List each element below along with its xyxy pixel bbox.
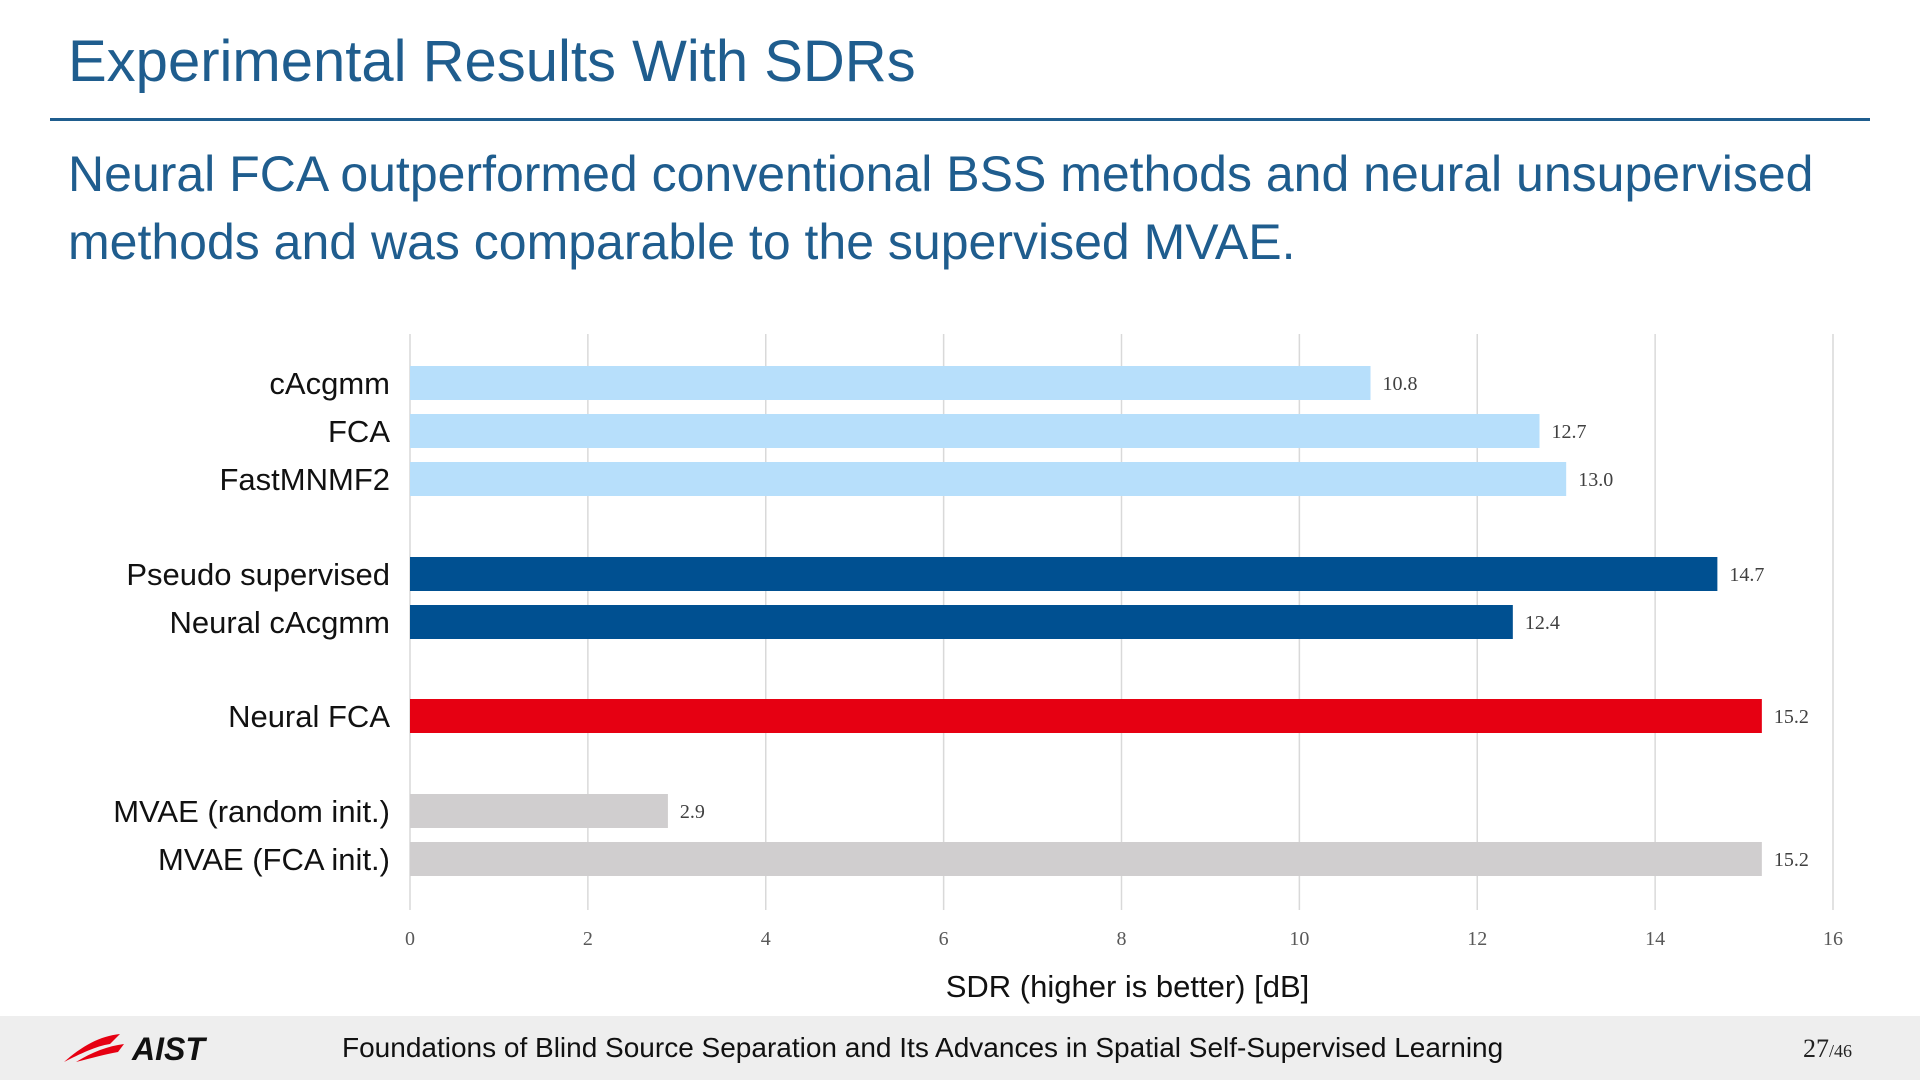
labels: 0 2 4 6 8 10 12 14 16 10.8 cAcgmm 12.7 FCA 13.0 FastMN… bbox=[113, 366, 1843, 1004]
x-tick-label: 0 bbox=[405, 928, 415, 950]
x-tick-label: 6 bbox=[939, 928, 949, 950]
title-divider bbox=[50, 118, 1870, 121]
footer-title: Foundations of Blind Source Separation a… bbox=[342, 1032, 1504, 1063]
page-total: /46 bbox=[1828, 1041, 1852, 1061]
footer-bar: AIST Foundations of Blind Source Separat… bbox=[0, 1016, 1920, 1080]
bar-5 bbox=[410, 699, 1762, 733]
category-label: Pseudo supervised bbox=[126, 557, 390, 592]
page-number: 27/46 bbox=[1803, 1034, 1852, 1064]
value-label: 12.7 bbox=[1552, 421, 1587, 443]
category-label: MVAE (FCA init.) bbox=[158, 842, 390, 877]
value-label: 15.2 bbox=[1774, 706, 1809, 728]
x-tick-label: 8 bbox=[1117, 928, 1127, 950]
value-label: 14.7 bbox=[1729, 564, 1764, 586]
category-label: FastMNMF2 bbox=[220, 462, 391, 497]
x-tick-label: 12 bbox=[1467, 928, 1487, 950]
bar-0 bbox=[410, 366, 1371, 400]
value-label: 15.2 bbox=[1774, 849, 1809, 871]
x-tick-label: 4 bbox=[761, 928, 771, 950]
x-tick-label: 10 bbox=[1289, 928, 1309, 950]
bar-2 bbox=[410, 462, 1567, 496]
slide-subtitle: Neural FCA outperformed conventional BSS… bbox=[68, 146, 1814, 270]
bar-6 bbox=[410, 794, 668, 828]
x-tick-label: 2 bbox=[583, 928, 593, 950]
category-label: MVAE (random init.) bbox=[113, 794, 390, 829]
bar-7 bbox=[410, 842, 1762, 876]
value-label: 13.0 bbox=[1578, 469, 1613, 491]
value-label: 10.8 bbox=[1383, 373, 1418, 395]
page-current: 27 bbox=[1802, 1034, 1829, 1063]
value-label: 12.4 bbox=[1525, 612, 1560, 634]
category-label: FCA bbox=[328, 414, 390, 449]
bar-1 bbox=[410, 414, 1540, 448]
x-axis-title: SDR (higher is better) [dB] bbox=[946, 969, 1310, 1004]
category-label: Neural FCA bbox=[228, 699, 390, 734]
bars bbox=[410, 366, 1762, 876]
aist-logo: AIST bbox=[64, 1031, 207, 1067]
sdr-bar-chart: 0 2 4 6 8 10 12 14 16 10.8 cAcgmm 12.7 FCA 13.0 FastMN… bbox=[113, 334, 1843, 1004]
category-label: Neural cAcgmm bbox=[170, 605, 391, 640]
aist-logo-text: AIST bbox=[131, 1031, 207, 1067]
x-tick-label: 16 bbox=[1823, 928, 1843, 950]
x-tick-label: 14 bbox=[1645, 928, 1665, 950]
bar-3 bbox=[410, 557, 1718, 591]
value-label: 2.9 bbox=[680, 801, 705, 823]
slide-title: Experimental Results With SDRs bbox=[68, 29, 916, 94]
category-label: cAcgmm bbox=[269, 366, 390, 401]
bar-4 bbox=[410, 605, 1513, 639]
